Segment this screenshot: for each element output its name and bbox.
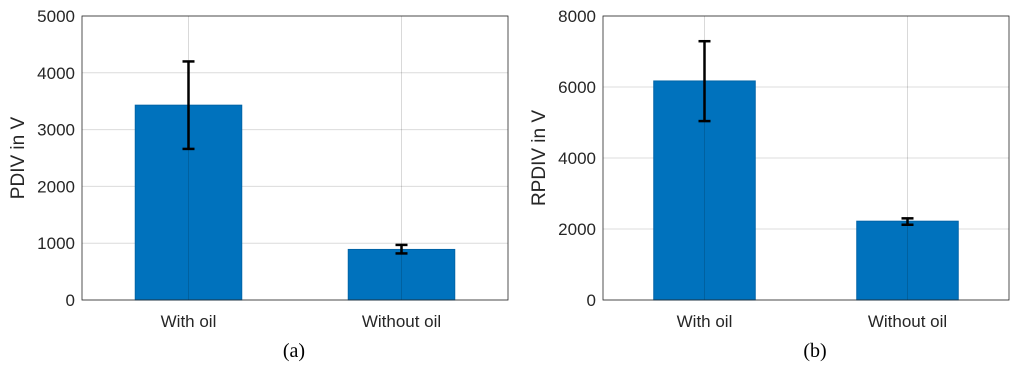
y-tick-label: 0	[587, 291, 596, 310]
x-tick-label: Without oil	[868, 312, 947, 331]
x-tick-label: With oil	[677, 312, 733, 331]
y-tick-label: 4000	[37, 64, 75, 83]
x-tick-label: Without oil	[362, 312, 441, 331]
caption: (b)	[803, 340, 826, 362]
y-tick-label: 2000	[37, 177, 75, 196]
y-axis-label: RPDIV in V	[529, 110, 550, 206]
y-tick-label: 0	[66, 291, 75, 310]
y-tick-label: 8000	[558, 7, 596, 26]
bar	[856, 220, 959, 301]
y-tick-label: 2000	[558, 220, 596, 239]
y-tick-label: 4000	[558, 149, 596, 168]
y-tick-label: 6000	[558, 78, 596, 97]
chart-panel-b: RPDIV in V (b) 0 2000 4000 6000 8000 With oil…	[529, 7, 1010, 362]
x-tick-label: With oil	[161, 312, 217, 331]
y-tick-label: 3000	[37, 121, 75, 140]
caption: (a)	[283, 340, 305, 362]
y-axis-label: PDIV in V	[8, 116, 29, 199]
axes-box	[81, 15, 509, 301]
y-tick-label: 5000	[37, 7, 75, 26]
y-tick-label: 1000	[37, 234, 75, 253]
axes-box	[602, 15, 1010, 301]
chart-panel-a: PDIV in V (a) 0 1000 2000 3000 4000 5000 With …	[8, 7, 509, 362]
